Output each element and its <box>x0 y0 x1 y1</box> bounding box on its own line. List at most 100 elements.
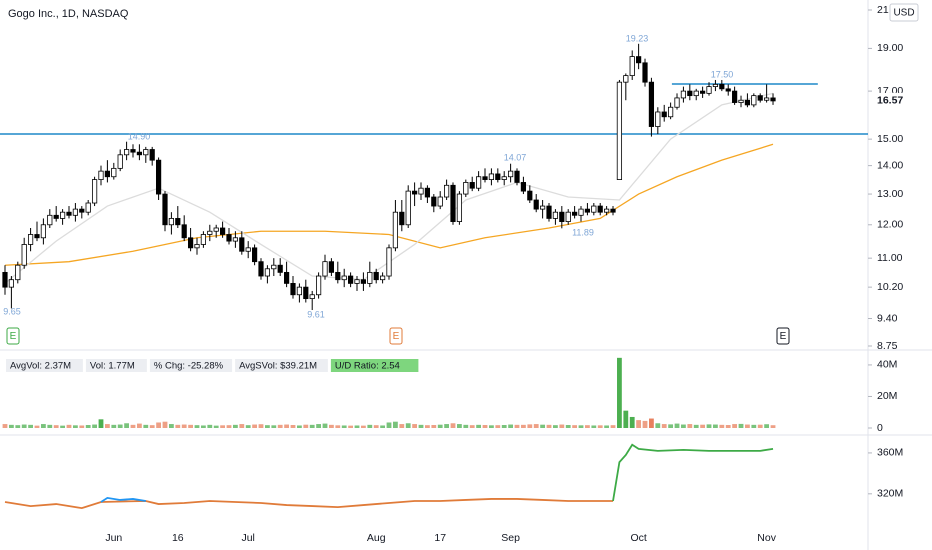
stat-box <box>149 359 233 372</box>
x-tick-label: Sep <box>501 532 520 544</box>
candle-body <box>636 56 642 64</box>
earnings-marker[interactable] <box>776 327 790 345</box>
candle-body <box>15 264 21 281</box>
stat: Vol: 1.77M <box>90 361 135 372</box>
candle-body <box>751 95 757 106</box>
volume-bar <box>98 419 104 428</box>
candle-body <box>111 167 117 178</box>
candle-body <box>258 261 264 277</box>
volume-bar <box>143 424 149 428</box>
candle-body <box>290 283 296 296</box>
earnings-label[interactable]: E <box>10 331 17 342</box>
candle-body <box>200 234 206 245</box>
volume-bar <box>341 425 347 428</box>
candle-body <box>757 95 763 101</box>
y-tick-label: 11.00 <box>877 252 903 264</box>
stat-box <box>235 359 328 372</box>
candle-body <box>661 111 667 118</box>
volume-bar <box>168 424 174 428</box>
volume-bar <box>117 424 123 428</box>
candle-body <box>744 99 751 106</box>
volume-bar <box>194 425 200 428</box>
candle-body <box>207 230 213 235</box>
volume-bar <box>501 425 507 428</box>
indicator-line <box>4 498 614 510</box>
volume-bar <box>373 425 379 428</box>
candle-body <box>424 187 431 198</box>
candle-body <box>770 97 776 102</box>
volume-bar <box>495 425 501 428</box>
candle-body <box>732 90 738 103</box>
earnings-marker[interactable] <box>389 327 403 345</box>
candle-body <box>373 271 379 281</box>
volume-bar <box>245 425 251 428</box>
volume-bar <box>258 424 264 428</box>
volume-bar <box>175 424 181 428</box>
volume-bar <box>623 410 629 428</box>
volume-bar <box>303 424 309 428</box>
y-tick-label: 15.00 <box>877 133 903 145</box>
candle-body <box>680 90 687 99</box>
volume-bar <box>21 424 27 428</box>
candle-body <box>623 75 629 83</box>
volume-bar <box>149 425 155 428</box>
candle-body <box>565 211 571 222</box>
candle-body <box>719 83 725 90</box>
volume-bar <box>489 425 494 428</box>
candle-body <box>136 151 142 156</box>
volume-bar <box>719 424 725 428</box>
volume-bar <box>156 422 161 428</box>
candle-body <box>104 170 110 178</box>
candle-body <box>463 182 469 195</box>
volume-bar <box>482 425 488 428</box>
candle-body <box>405 190 411 226</box>
volume-bar <box>239 424 245 428</box>
volume-bar <box>265 425 270 428</box>
volume-bar <box>578 425 584 428</box>
candle-body <box>143 149 149 156</box>
volume-bar <box>213 425 219 428</box>
volume-bar <box>732 424 738 428</box>
candle-body <box>546 205 552 219</box>
volume-bar <box>444 424 450 428</box>
candle-body <box>117 154 123 169</box>
currency[interactable]: USD <box>893 8 914 19</box>
volume-bar <box>617 357 622 428</box>
candle-body <box>559 211 565 222</box>
candle-body <box>668 106 674 118</box>
volume-bar <box>725 425 731 428</box>
volume-bar <box>104 424 110 428</box>
volume-bar <box>527 424 533 428</box>
candle-body <box>239 237 245 252</box>
volume-bar <box>693 424 699 428</box>
volume-bar <box>757 424 763 428</box>
candle-body <box>59 211 66 219</box>
currency-box[interactable] <box>889 3 919 22</box>
volume-bar <box>655 423 661 428</box>
volume-bar <box>348 425 354 428</box>
volume-bar <box>386 422 392 428</box>
y-tick-label: 320M <box>877 488 903 500</box>
volume-bar <box>642 420 648 428</box>
candle-body <box>162 193 168 226</box>
earnings-label[interactable]: E <box>393 331 400 342</box>
candle-body <box>328 261 335 273</box>
earnings-label[interactable]: E <box>780 331 787 342</box>
y-tick-label: 9.40 <box>877 312 898 324</box>
earnings-marker[interactable] <box>6 327 20 345</box>
candle-body <box>495 173 501 180</box>
volume-bar <box>553 425 558 428</box>
candle-body <box>303 286 309 300</box>
volume-bar <box>540 424 546 428</box>
candle-body <box>725 88 731 92</box>
candle-body <box>168 218 174 226</box>
y-tick-label: 20M <box>877 390 897 402</box>
candle-body <box>514 170 520 183</box>
volume-bar <box>271 425 277 428</box>
volume-bar <box>687 424 693 428</box>
volume-bar <box>329 424 334 428</box>
candle-body <box>8 279 14 288</box>
volume-bar <box>559 424 565 428</box>
volume-bar <box>380 425 386 428</box>
